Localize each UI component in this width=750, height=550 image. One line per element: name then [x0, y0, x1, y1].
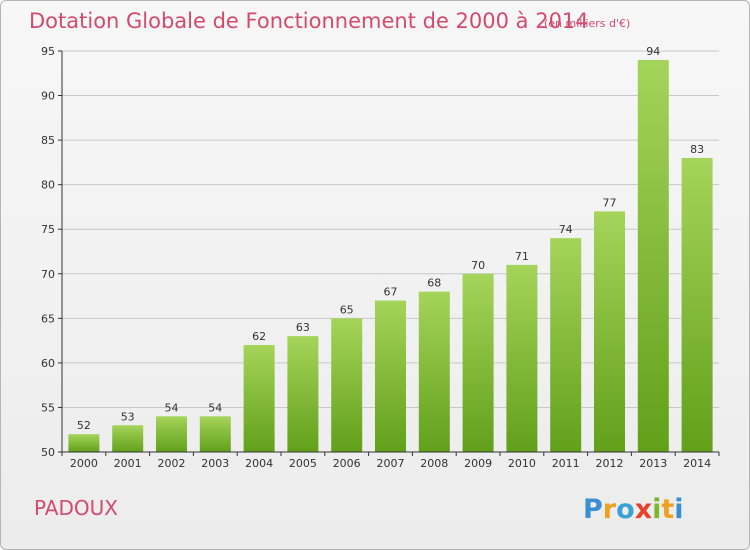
y-tick-label: 80 [41, 179, 55, 192]
y-tick-label: 50 [41, 446, 55, 459]
x-tick-label: 2002 [158, 457, 186, 470]
chart-title: Dotation Globale de Fonctionnement de 20… [29, 9, 589, 33]
y-tick-label: 95 [41, 45, 55, 58]
x-tick-label: 2014 [683, 457, 711, 470]
x-tick-label: 2005 [289, 457, 317, 470]
data-label: 67 [384, 286, 398, 299]
x-tick-label: 2004 [245, 457, 273, 470]
data-label: 77 [603, 196, 617, 209]
x-tick-label: 2008 [420, 457, 448, 470]
bars [68, 59, 713, 453]
data-label: 52 [77, 419, 91, 432]
svg-text:Proxiti: Proxiti [583, 494, 684, 525]
bar-2011 [550, 238, 582, 452]
data-label: 54 [165, 401, 179, 414]
y-tick-label: 90 [41, 90, 55, 103]
bar-2006 [331, 318, 363, 452]
x-tick-label: 2003 [201, 457, 229, 470]
bar-2007 [375, 300, 406, 452]
y-tick-label: 85 [41, 134, 55, 147]
bar-2000 [68, 434, 100, 452]
bar-2008 [418, 291, 450, 452]
data-label: 54 [208, 401, 222, 414]
y-tick-label: 55 [41, 401, 55, 414]
bar-2014 [681, 157, 713, 452]
bar-2004 [243, 345, 275, 452]
y-tick-label: 75 [41, 223, 55, 236]
data-label: 53 [121, 410, 135, 423]
x-tick-label: 2006 [333, 457, 361, 470]
data-label: 68 [427, 277, 441, 290]
x-tick-label: 2012 [596, 457, 624, 470]
data-label: 94 [646, 45, 660, 58]
bar-2005 [287, 336, 319, 452]
data-label: 71 [515, 250, 529, 263]
x-tick-label: 2009 [464, 457, 492, 470]
x-tick-label: 2007 [377, 457, 405, 470]
bar-2003 [199, 416, 231, 452]
chart-subtitle: (en milliers d'€) [544, 17, 631, 30]
y-tick-label: 60 [41, 357, 55, 370]
bar-2012 [594, 211, 625, 452]
data-label: 70 [471, 259, 485, 272]
bar-2009 [462, 273, 494, 452]
bar-2001 [112, 425, 144, 452]
x-tick-label: 2001 [114, 457, 142, 470]
commune-name: PADOUX [34, 496, 118, 520]
data-label: 62 [252, 330, 266, 343]
axes [58, 50, 720, 456]
x-tick-label: 2010 [508, 457, 536, 470]
bar-2002 [156, 416, 187, 452]
data-label: 65 [340, 303, 354, 316]
data-label: 63 [296, 321, 310, 334]
proxiti-logo: Proxiti [583, 494, 684, 525]
labels: 50 55 60 65 70 75 80 85 90 95 2000 52 2001 53 2002 54 20… [41, 45, 711, 470]
y-tick-label: 65 [41, 312, 55, 325]
data-label: 83 [690, 143, 704, 156]
x-tick-label: 2000 [70, 457, 98, 470]
x-tick-label: 2013 [639, 457, 667, 470]
data-label: 74 [559, 223, 573, 236]
y-tick-label: 70 [41, 268, 55, 281]
bar-2013 [637, 59, 669, 453]
x-tick-label: 2011 [552, 457, 580, 470]
bar-2010 [506, 264, 538, 452]
